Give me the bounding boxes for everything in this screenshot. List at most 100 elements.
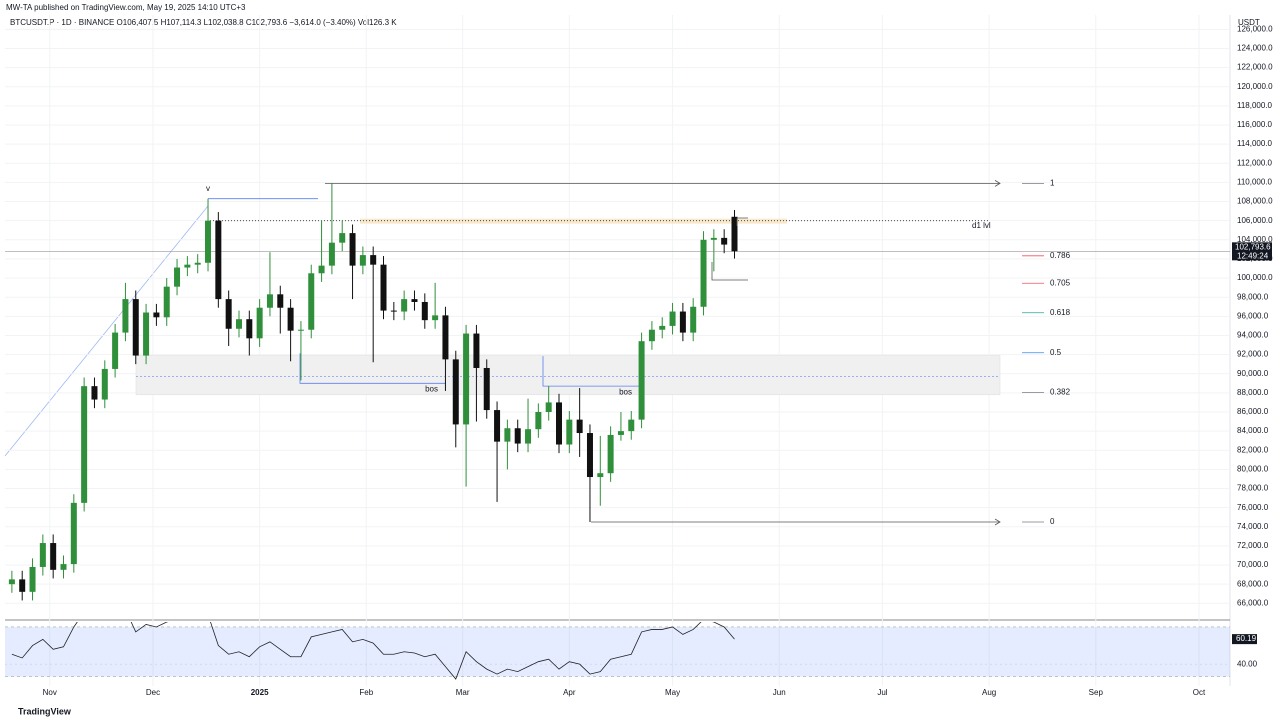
y-tick-label: 100,000.0: [1237, 273, 1273, 282]
candle-body: [39, 543, 46, 567]
y-tick-label: 106,000.0: [1237, 216, 1273, 225]
fib-label: 1: [1050, 178, 1055, 187]
x-tick-label: Jun: [773, 688, 786, 697]
bos-line: [542, 356, 640, 387]
y-tick-label: 122,000.0: [1237, 63, 1273, 72]
candle-body: [81, 386, 88, 503]
candle-body: [576, 419, 583, 434]
candle-body: [390, 310, 397, 312]
y-tick-label: 108,000.0: [1237, 197, 1273, 206]
candle-body: [659, 325, 666, 330]
candle-body: [690, 306, 697, 333]
candle-body: [70, 502, 77, 565]
candle-body: [349, 233, 356, 266]
candle-body: [205, 220, 212, 263]
y-tick-label: 70,000.0: [1237, 560, 1269, 569]
candle-body: [174, 267, 181, 287]
level-label: d1 lvl: [972, 221, 991, 230]
candle-body: [586, 433, 593, 478]
bos-label: bos: [619, 387, 632, 396]
fib-label: 0: [1050, 517, 1055, 526]
footer: TradingView: [18, 706, 72, 716]
candle-body: [638, 341, 645, 420]
candle-body: [101, 368, 108, 400]
candle-body: [163, 286, 170, 318]
candle-body: [132, 299, 139, 356]
candle-body: [556, 402, 563, 445]
price-tag-label: 102,793.6: [1235, 242, 1271, 251]
arrow: [736, 217, 748, 226]
publisher: MW-TA published on TradingView.com, May …: [6, 3, 246, 12]
legend: BTCUSDT.P · 1D · BINANCE O106,407.5 H107…: [10, 18, 397, 27]
candle-body: [256, 307, 263, 339]
candle-body: [297, 329, 304, 331]
x-tick-label: Feb: [359, 688, 373, 697]
x-tick-label: 2025: [251, 688, 269, 697]
x-tick-label: Jul: [877, 688, 887, 697]
candle-body: [504, 428, 511, 442]
y-tick-label: 78,000.0: [1237, 484, 1269, 493]
y-tick-label: 82,000.0: [1237, 445, 1269, 454]
candle-body: [29, 566, 36, 592]
fib-label: 0.5: [1050, 348, 1062, 357]
candle-body: [184, 264, 191, 268]
candle-body: [277, 294, 284, 308]
fib-label: 0.705: [1050, 278, 1071, 287]
candle-body: [483, 367, 490, 411]
y-tick-label: 110,000.0: [1237, 178, 1273, 187]
swing-label: v: [206, 184, 210, 193]
candle-body: [91, 386, 98, 400]
rsi-tick-label: 40.00: [1237, 659, 1258, 668]
candle-body: [679, 311, 686, 333]
y-tick-label: 118,000.0: [1237, 101, 1273, 110]
y-tick-label: 66,000.0: [1237, 598, 1269, 607]
rsi-tag: [1232, 634, 1257, 645]
bos-label: bos: [425, 384, 438, 393]
candle-body: [339, 233, 346, 243]
candle-body: [473, 333, 480, 368]
y-tick-label: 112,000.0: [1237, 158, 1273, 167]
candle-body: [8, 579, 15, 585]
candle-body: [514, 428, 521, 444]
x-tick-label: Oct: [1193, 688, 1206, 697]
x-tick-label: Mar: [456, 688, 470, 697]
candle-body: [19, 579, 26, 592]
candle-body: [50, 543, 57, 570]
rsi-pane: [11, 622, 735, 680]
y-tick-label: 84,000.0: [1237, 426, 1269, 435]
candle-body: [153, 312, 160, 318]
candle-body: [452, 359, 459, 425]
y-tick-label: 94,000.0: [1237, 331, 1269, 340]
x-tick-label: Aug: [982, 688, 996, 697]
x-tick-label: Apr: [563, 688, 576, 697]
candle-body: [494, 410, 501, 442]
y-tick-label: 98,000.0: [1237, 292, 1269, 301]
candle-body: [442, 315, 449, 360]
candle-body: [628, 419, 635, 432]
y-tick-label: 92,000.0: [1237, 350, 1269, 359]
candle-body: [370, 255, 377, 265]
x-tick-label: May: [665, 688, 680, 697]
candle-body: [463, 333, 470, 425]
candle-body: [60, 564, 67, 570]
fib-label: 0.618: [1050, 308, 1071, 317]
candle-body: [648, 329, 655, 342]
zone: [135, 355, 1001, 396]
y-tick-label: 88,000.0: [1237, 388, 1269, 397]
candle-body: [432, 315, 439, 321]
y-tick-label: 120,000.0: [1237, 82, 1273, 91]
candle-body: [112, 332, 119, 369]
y-tick-label: 80,000.0: [1237, 464, 1269, 473]
candle-body: [225, 299, 232, 329]
y-tick-label: 124,000.0: [1237, 44, 1273, 53]
fib-label: 0.786: [1050, 251, 1071, 260]
price-tag: [1232, 242, 1272, 261]
fib-label: 0.382: [1050, 388, 1071, 397]
candle-body: [545, 402, 552, 412]
candle-body: [607, 434, 614, 474]
candle-body: [318, 265, 325, 274]
y-tick-label: 68,000.0: [1237, 579, 1269, 588]
candle-body: [287, 307, 294, 331]
x-tick-label: Sep: [1089, 688, 1104, 697]
